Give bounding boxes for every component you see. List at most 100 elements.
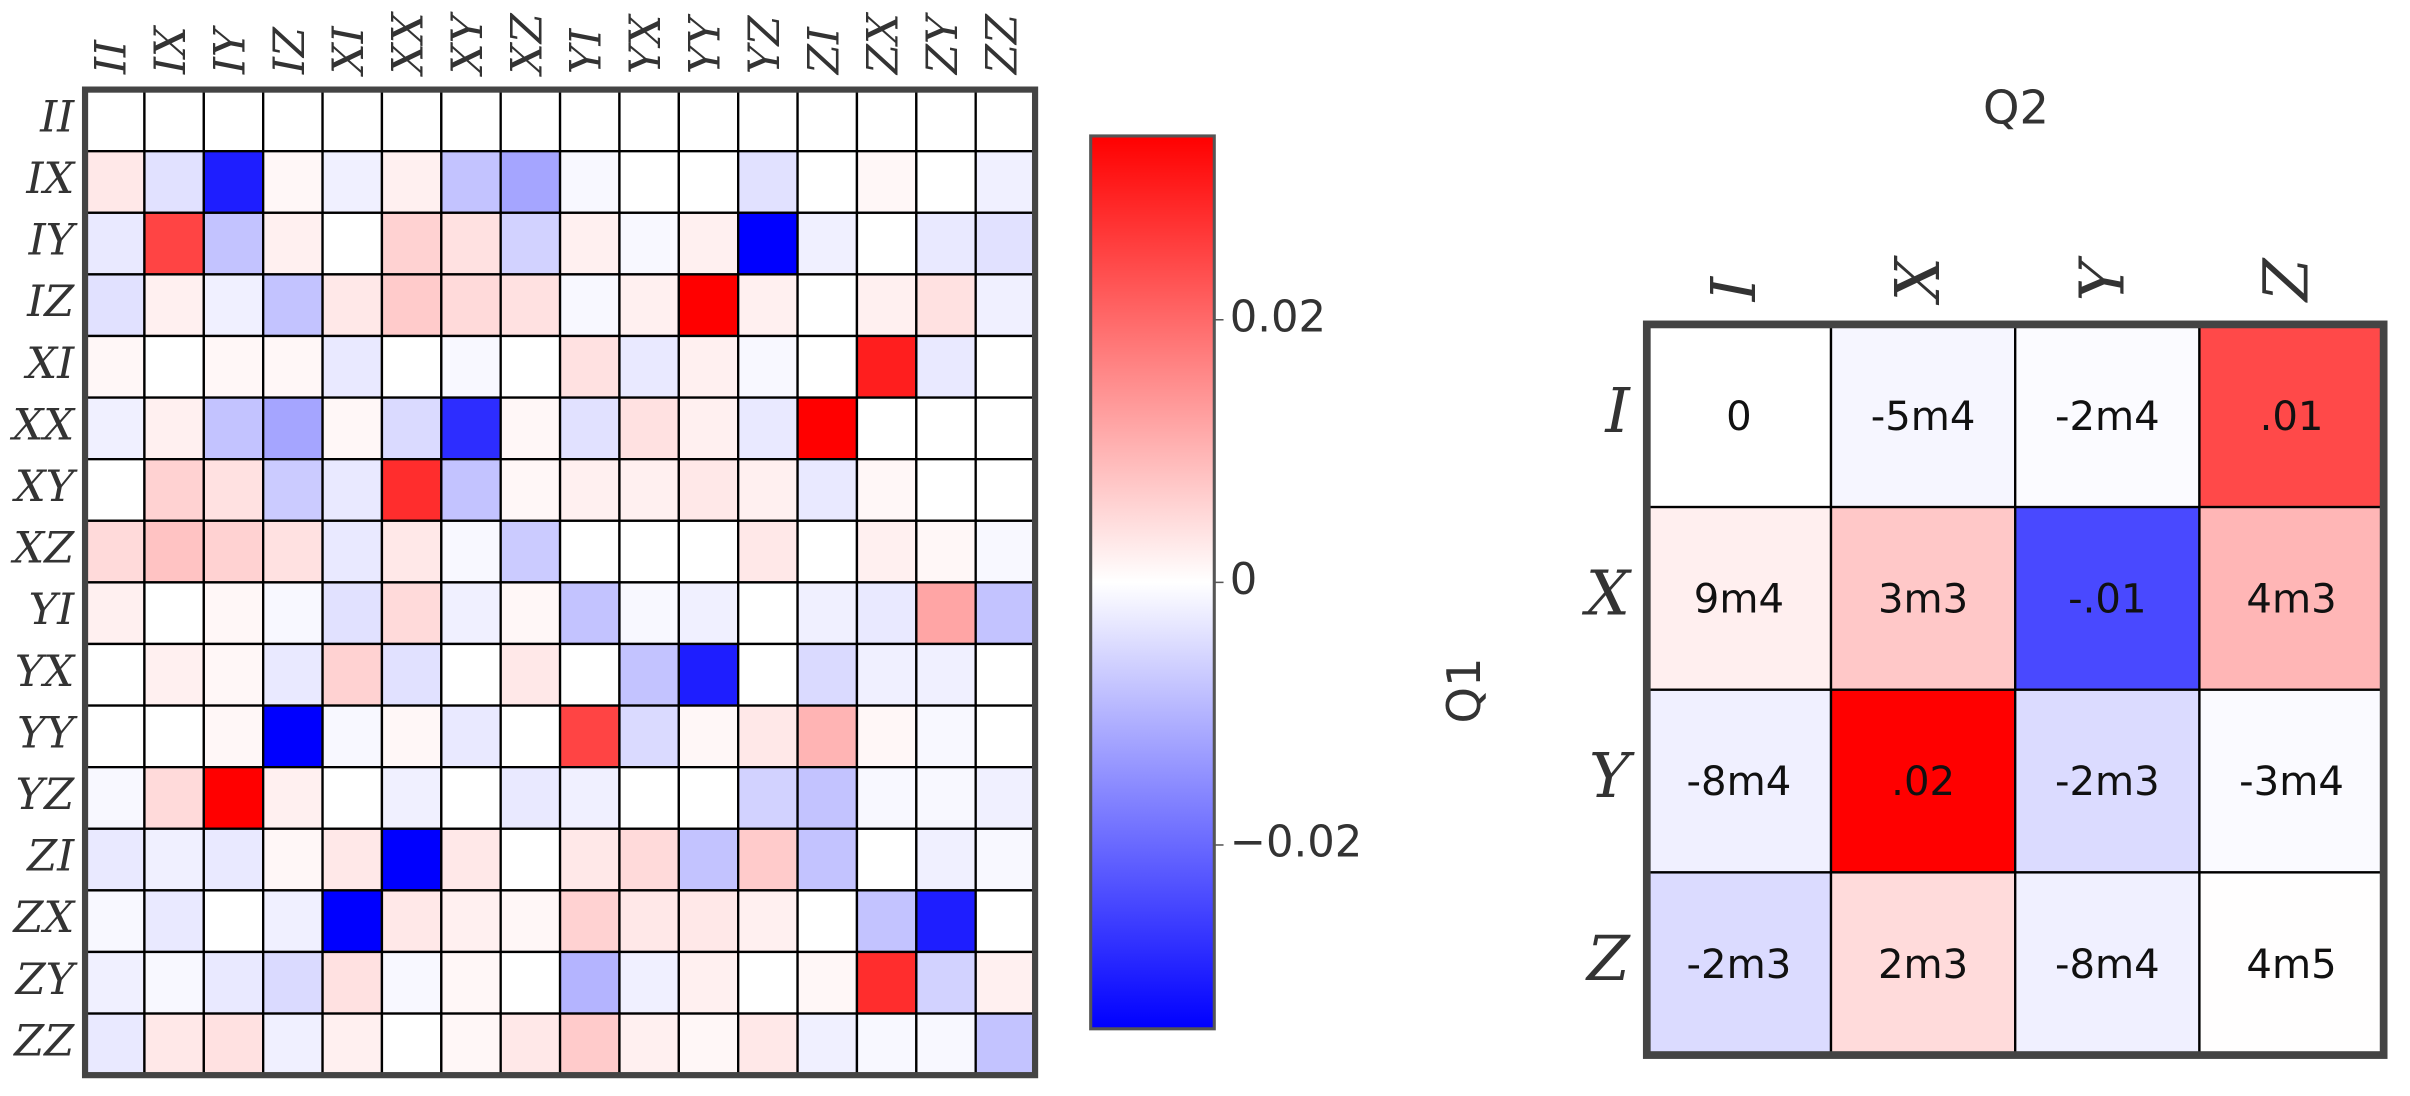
- x-tick-label: II: [87, 39, 137, 75]
- heatmap-cell: [855, 334, 918, 399]
- heatmap-cell: [618, 211, 680, 276]
- heatmap-cell: [83, 211, 146, 276]
- heatmap-cell: [737, 889, 799, 954]
- heatmap-cell: [677, 519, 740, 584]
- heatmap-cell: [440, 642, 502, 707]
- heatmap-cell: [202, 273, 265, 338]
- heatmap-cell: [677, 334, 740, 399]
- heatmap-cell: [202, 827, 265, 892]
- heatmap-cell: [618, 1012, 680, 1077]
- heatmap-cell: [677, 827, 740, 892]
- heatmap-cell: [855, 704, 918, 769]
- heatmap-cell: [855, 766, 918, 830]
- heatmap-cell: [796, 889, 859, 954]
- heatmap-cell: [321, 519, 384, 584]
- heatmap-cell: [677, 766, 740, 830]
- heatmap-cell: [380, 827, 443, 892]
- heatmap-cell: [380, 766, 443, 830]
- y-tick-label: IX: [25, 154, 76, 204]
- heatmap-cell: [143, 642, 205, 707]
- colorbar-tick-label: 0: [1230, 555, 1258, 605]
- heatmap-cell: [1645, 871, 1833, 1057]
- heatmap-cell: [915, 581, 977, 646]
- heatmap-cell: [915, 950, 977, 1015]
- heatmap-cell: [915, 704, 977, 769]
- cell-label: -2m4: [2055, 394, 2160, 440]
- cell-label: -8m4: [1687, 759, 1792, 805]
- heatmap-cell: [974, 950, 1037, 1015]
- heatmap-cell: [2014, 323, 2201, 509]
- heatmap-cell: [915, 519, 977, 584]
- y-tick-label: XX: [10, 400, 77, 450]
- heatmap-cell: [499, 889, 562, 954]
- x-tick-label: ZX: [859, 11, 909, 76]
- heatmap-cell: [558, 1012, 621, 1077]
- heatmap-cell: [558, 766, 621, 830]
- heatmap-cell: [737, 642, 799, 707]
- cell-label: .01: [2260, 394, 2324, 440]
- heatmap-cell: [83, 396, 146, 461]
- heatmap-cell: [974, 1012, 1037, 1077]
- heatmap-cell: [83, 519, 146, 584]
- heatmap-cell: [380, 150, 443, 214]
- heatmap-cell: [915, 273, 977, 338]
- heatmap-cell: [202, 1012, 265, 1077]
- y-tick-label: YI: [29, 585, 76, 635]
- cell-label: -2m3: [2055, 759, 2160, 805]
- heatmap-cell: [440, 766, 502, 830]
- heatmap-cell: [143, 950, 205, 1015]
- heatmap-cell: [83, 581, 146, 646]
- heatmap-cell: [499, 704, 562, 769]
- heatmap-cell: [440, 396, 502, 461]
- heatmap-cell: [737, 211, 799, 276]
- heatmap-cell: [855, 88, 918, 153]
- heatmap-cell: [558, 211, 621, 276]
- heatmap-cell: [737, 519, 799, 584]
- heatmap-cell: [143, 458, 205, 522]
- heatmap-cell: [202, 396, 265, 461]
- heatmap-cell: [855, 396, 918, 461]
- x-tick-label: YI: [562, 28, 612, 75]
- heatmap-cell: [974, 88, 1037, 153]
- x-tick-label: XY: [443, 11, 493, 77]
- heatmap-cell: [380, 889, 443, 954]
- y-tick-label: IZ: [26, 277, 75, 327]
- heatmap-cell: [855, 1012, 918, 1077]
- heatmap-cell: [83, 766, 146, 830]
- heatmap-cell: [796, 150, 859, 214]
- heatmap-cell: [618, 519, 680, 584]
- heatmap-cell: [796, 827, 859, 892]
- heatmap-cell: [321, 273, 384, 338]
- heatmap-cell: [677, 396, 740, 461]
- heatmap-cell: [202, 950, 265, 1015]
- heatmap-cell: [380, 581, 443, 646]
- heatmap-cell: [737, 766, 799, 830]
- heatmap-cell: [321, 211, 384, 276]
- heatmap-cell: [83, 1012, 146, 1077]
- x-axis-title: Q2: [1983, 81, 2049, 135]
- heatmap-cell: [618, 150, 680, 214]
- y-axis-title: Q1: [1437, 658, 1491, 724]
- heatmap-cell: [915, 458, 977, 522]
- heatmap-cell: [618, 889, 680, 954]
- heatmap-cell: [618, 458, 680, 522]
- heatmap-cell: [618, 334, 680, 399]
- heatmap-cell: [737, 827, 799, 892]
- heatmap-cell: [143, 334, 205, 399]
- heatmap-cell: [380, 519, 443, 584]
- heatmap-cell: [974, 519, 1037, 584]
- colorbar: [1089, 134, 1216, 1031]
- heatmap-cell: [677, 704, 740, 769]
- heatmap-cell: [83, 950, 146, 1015]
- heatmap-cell: [677, 273, 740, 338]
- heatmap-cell: [855, 150, 918, 214]
- heatmap-cell: [440, 827, 502, 892]
- heatmap-cell: [321, 581, 384, 646]
- heatmap-cell: [2014, 688, 2201, 874]
- heatmap-cell: [321, 150, 384, 214]
- heatmap-cell: [974, 581, 1037, 646]
- heatmap-cell: [974, 704, 1037, 769]
- heatmap-cell: [737, 1012, 799, 1077]
- heatmap-cell: [915, 88, 977, 153]
- heatmap-cell: [915, 396, 977, 461]
